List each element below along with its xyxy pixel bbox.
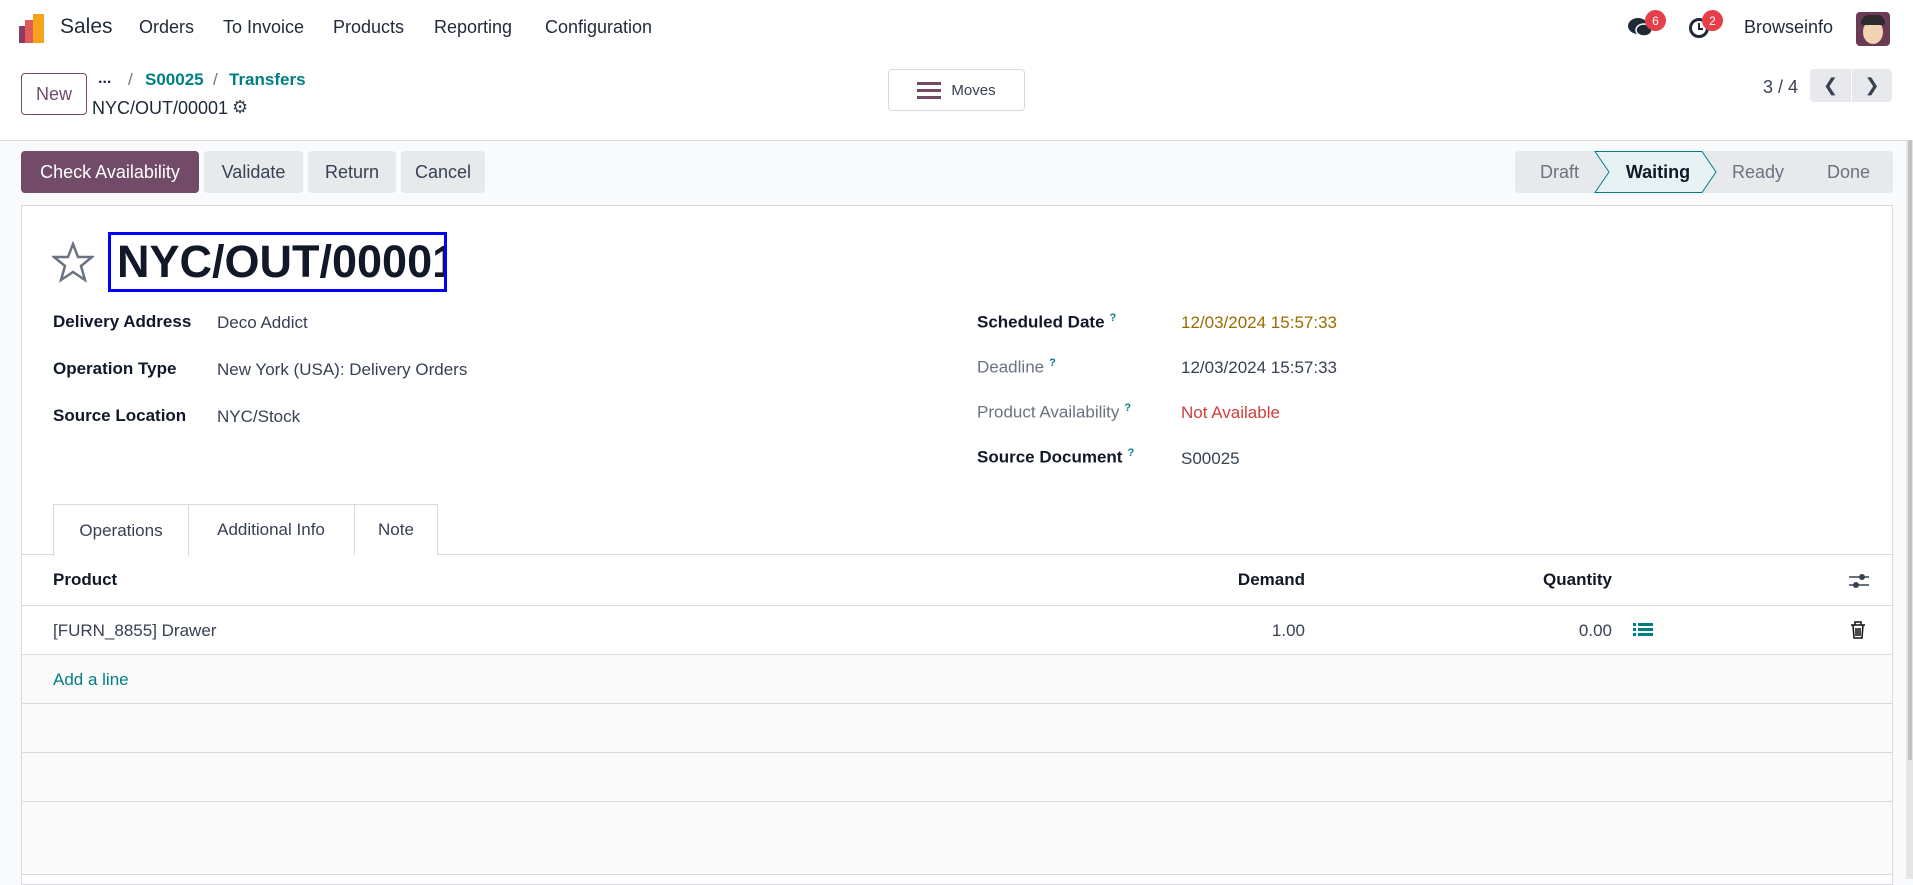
column-quantity[interactable]: Quantity — [1543, 570, 1612, 589]
status-done[interactable]: Done — [1826, 161, 1871, 182]
column-product[interactable]: Product — [53, 570, 118, 589]
operation-type-value[interactable]: New York (USA): Delivery Orders — [217, 360, 468, 379]
breadcrumb-separator: / — [213, 70, 218, 89]
source-location-value[interactable]: NYC/Stock — [217, 407, 301, 426]
pager-previous-button[interactable]: ❮ — [1810, 69, 1851, 102]
breadcrumb-more[interactable]: ... — [98, 70, 112, 87]
app-name[interactable]: Sales — [60, 15, 113, 38]
source-document-value[interactable]: S00025 — [1181, 449, 1240, 468]
operation-type-label: Operation Type — [53, 359, 177, 378]
user-name[interactable]: Browseinfo — [1744, 17, 1834, 37]
avatar[interactable] — [1856, 12, 1890, 46]
tab-operations[interactable]: Operations — [53, 504, 189, 556]
menu-products[interactable]: Products — [333, 17, 405, 37]
star-icon[interactable] — [52, 241, 94, 283]
activities-badge: 2 — [1702, 10, 1723, 31]
empty-row — [22, 802, 1892, 875]
gear-icon[interactable]: ⚙ — [232, 97, 249, 117]
top-navbar: Sales Orders To Invoice Products Reporti… — [0, 0, 1913, 57]
status-ready[interactable]: Ready — [1731, 161, 1785, 182]
menu-orders[interactable]: Orders — [139, 17, 195, 37]
table-row[interactable]: [FURN_8855] Drawer 1.00 0.00 — [22, 606, 1892, 655]
add-line-row: Add a line — [22, 655, 1892, 704]
chevron-left-icon: ❮ — [1822, 75, 1839, 95]
add-line-link[interactable]: Add a line — [53, 670, 129, 689]
messages-button[interactable]: 6 — [1628, 10, 1666, 45]
product-availability-value: Not Available — [1181, 403, 1280, 422]
check-availability-button[interactable]: Check Availability — [21, 151, 199, 193]
new-button[interactable]: New — [21, 73, 87, 115]
activities-button[interactable]: 2 — [1688, 10, 1723, 44]
tab-note[interactable]: Note — [354, 504, 438, 555]
deadline-value: 12/03/2024 15:57:33 — [1181, 358, 1337, 377]
breadcrumb-transfers[interactable]: Transfers — [229, 70, 306, 89]
delivery-address-value[interactable]: Deco Addict — [217, 313, 308, 332]
pager-next-button[interactable]: ❯ — [1852, 69, 1892, 102]
status-draft[interactable]: Draft — [1539, 161, 1579, 182]
column-settings-icon[interactable] — [1849, 572, 1869, 590]
product-availability-label: Product Availability? — [977, 402, 1132, 422]
scheduled-date-label: Scheduled Date? — [977, 312, 1117, 332]
moves-label: Moves — [951, 81, 996, 99]
return-button[interactable]: Return — [308, 151, 396, 193]
demand-cell[interactable]: 1.00 — [1271, 621, 1305, 640]
table-header: Product Demand Quantity — [22, 555, 1892, 606]
breadcrumb-current: NYC/OUT/00001 — [92, 98, 229, 118]
menu-to-invoice[interactable]: To Invoice — [223, 17, 305, 37]
help-icon[interactable]: ? — [1109, 312, 1117, 324]
breadcrumb-sale-order[interactable]: S00025 — [145, 70, 204, 89]
tab-additional-info[interactable]: Additional Info — [188, 504, 355, 555]
cancel-button[interactable]: Cancel — [401, 151, 485, 193]
status-waiting[interactable]: Waiting — [1625, 161, 1691, 182]
empty-row — [22, 704, 1892, 753]
scheduled-date-value[interactable]: 12/03/2024 15:57:33 — [1181, 313, 1337, 332]
detailed-operations-icon[interactable] — [1633, 623, 1653, 639]
help-icon[interactable]: ? — [1049, 357, 1056, 369]
bars-icon — [917, 82, 942, 99]
empty-row — [22, 753, 1892, 802]
product-cell[interactable]: [FURN_8855] Drawer — [53, 621, 217, 640]
menu-reporting[interactable]: Reporting — [434, 17, 513, 37]
help-icon[interactable]: ? — [1124, 402, 1132, 414]
quantity-cell[interactable]: 0.00 — [1578, 621, 1612, 640]
source-location-label: Source Location — [53, 406, 187, 425]
delivery-address-label: Delivery Address — [53, 312, 192, 331]
source-document-label: Source Document? — [977, 447, 1135, 467]
deadline-label: Deadline? — [977, 357, 1056, 377]
scrollbar[interactable] — [1906, 140, 1913, 879]
status-active-arrow — [1594, 151, 1717, 193]
breadcrumb-separator: / — [128, 70, 133, 89]
pager-value: 3 / 4 — [1763, 77, 1799, 97]
chevron-right-icon: ❯ — [1864, 75, 1880, 95]
moves-smart-button[interactable]: Moves — [888, 69, 1025, 111]
menu-configuration[interactable]: Configuration — [545, 17, 653, 37]
trash-icon[interactable] — [1850, 621, 1866, 639]
messages-badge: 6 — [1645, 10, 1666, 31]
tabs-divider — [22, 554, 1892, 555]
sales-app-logo[interactable] — [19, 14, 49, 44]
validate-button[interactable]: Validate — [204, 151, 303, 193]
control-panel: New ... / S00025 / Transfers NYC/OUT/000… — [0, 57, 1913, 141]
record-title[interactable]: NYC/OUT/00001 — [108, 232, 447, 292]
help-icon[interactable]: ? — [1127, 447, 1135, 459]
column-demand[interactable]: Demand — [1237, 570, 1305, 589]
